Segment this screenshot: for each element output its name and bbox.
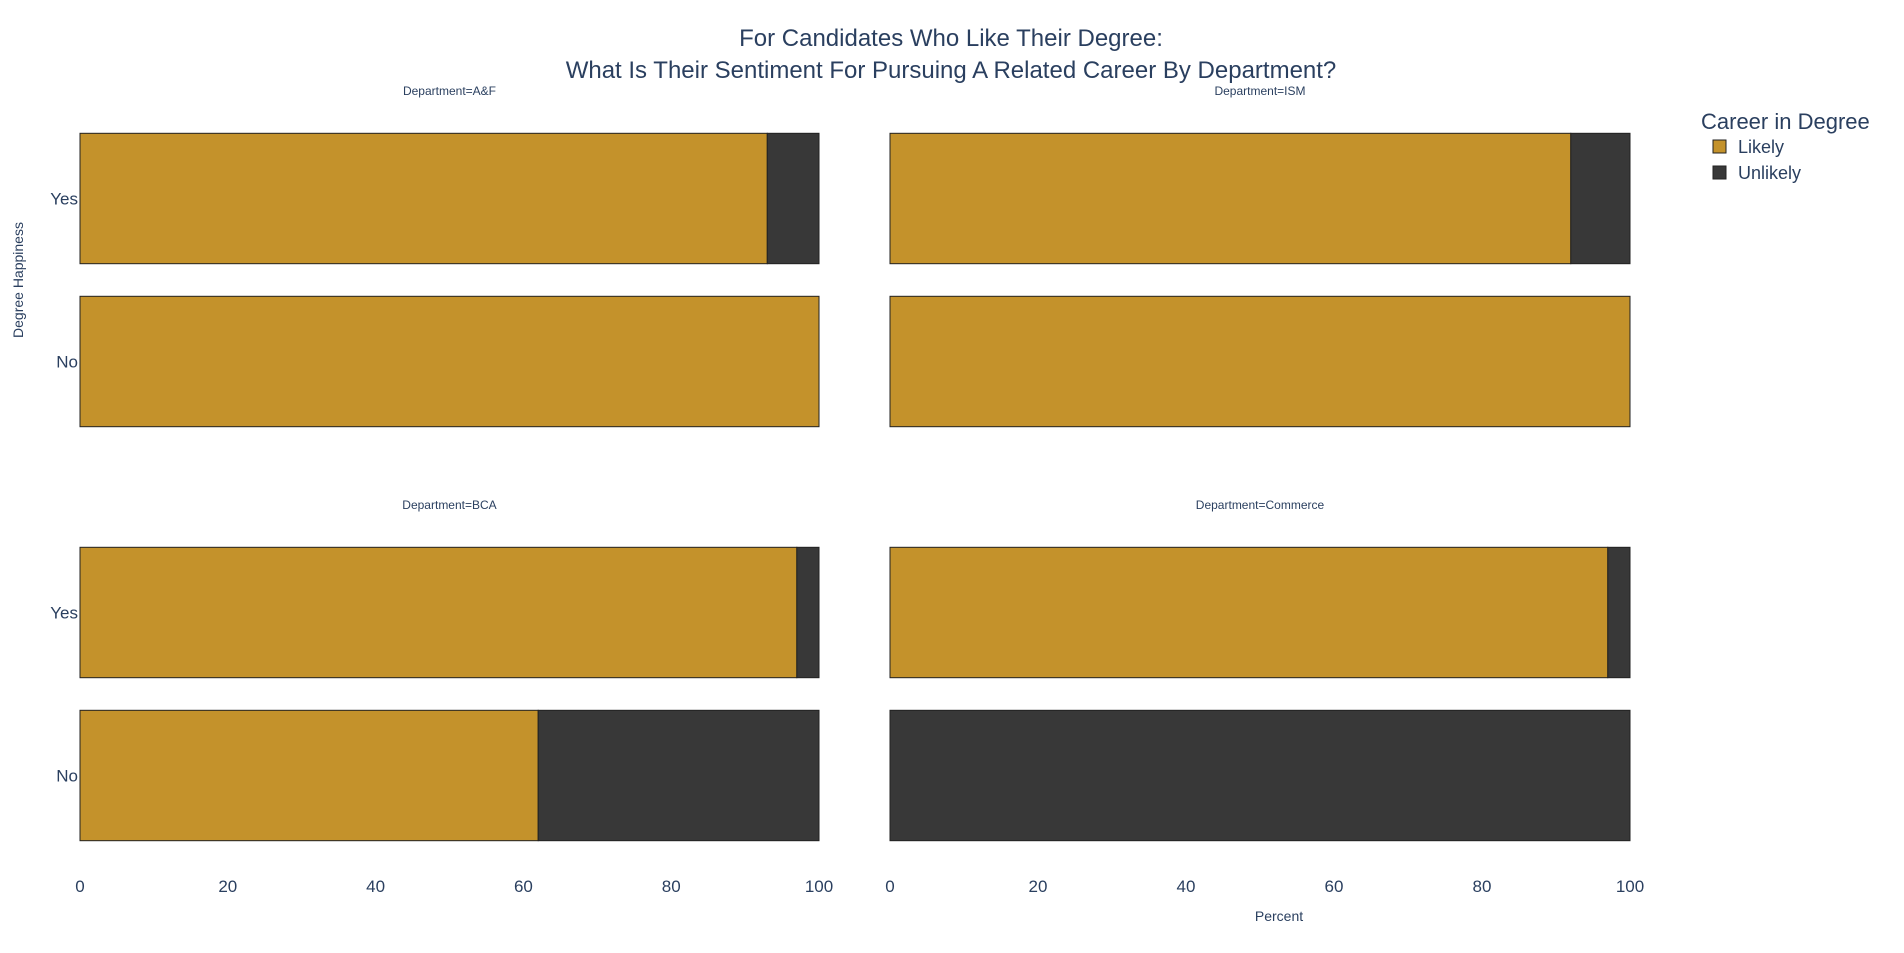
- bar-likely-yes[interactable]: [889, 132, 1572, 265]
- x-tick-label: 20: [1029, 877, 1048, 896]
- facet-title: Department=ISM: [1214, 84, 1305, 98]
- facet-title: Department=BCA: [402, 498, 496, 512]
- x-tick-label: 0: [885, 877, 894, 896]
- x-tick-label: 100: [1616, 877, 1644, 896]
- legend-label-unlikely[interactable]: Unlikely: [1738, 163, 1801, 183]
- x-tick-label: 0: [75, 877, 84, 896]
- x-axis-title: Percent: [1255, 908, 1303, 924]
- bar-unlikely-no[interactable]: [889, 709, 1631, 842]
- bar-likely-no[interactable]: [79, 709, 539, 842]
- x-tick-label: 20: [218, 877, 237, 896]
- legend-swatch-likely[interactable]: [1712, 139, 1727, 154]
- bar-likely-yes[interactable]: [79, 546, 798, 679]
- legend-label-likely[interactable]: Likely: [1738, 137, 1784, 157]
- x-tick-label: 80: [1473, 877, 1492, 896]
- chart-title-line-1: For Candidates Who Like Their Degree:: [739, 25, 1163, 52]
- y-tick-label: No: [56, 767, 78, 786]
- y-axis-title: Degree Happiness: [10, 222, 26, 338]
- legend-swatch-unlikely[interactable]: [1712, 165, 1727, 180]
- bar-unlikely-yes[interactable]: [1607, 546, 1631, 679]
- facet-department-bca: Department=BCA Yes No 0 20 40 60 80 100: [50, 498, 833, 896]
- bar-likely-yes[interactable]: [889, 546, 1609, 679]
- bar-likely-no[interactable]: [889, 295, 1631, 428]
- facet-title: Department=A&F: [403, 84, 496, 98]
- x-tick-label: 100: [805, 877, 833, 896]
- facet-department-ism: Department=ISM: [889, 84, 1631, 428]
- y-tick-label: Yes: [50, 604, 78, 623]
- facet-title: Department=Commerce: [1196, 498, 1325, 512]
- legend[interactable]: Career in Degree Likely Unlikely: [1701, 109, 1870, 183]
- facet-panels: Department=A&F Yes No Department=ISM Departm…: [50, 84, 1644, 896]
- bar-likely-no[interactable]: [79, 295, 820, 428]
- x-tick-label: 60: [514, 877, 533, 896]
- bar-unlikely-yes[interactable]: [766, 132, 820, 265]
- x-tick-label: 60: [1325, 877, 1344, 896]
- x-tick-label: 40: [366, 877, 385, 896]
- legend-title: Career in Degree: [1701, 109, 1870, 134]
- bar-unlikely-yes[interactable]: [1570, 132, 1631, 265]
- bar-unlikely-yes[interactable]: [796, 546, 820, 679]
- y-tick-label: Yes: [50, 190, 78, 209]
- x-tick-label: 40: [1177, 877, 1196, 896]
- bar-likely-yes[interactable]: [79, 132, 768, 265]
- chart-title-line-2: What Is Their Sentiment For Pursuing A R…: [566, 57, 1337, 84]
- y-tick-label: No: [56, 353, 78, 372]
- facet-department-commerce: Department=Commerce 0 20 40 60 80 100: [885, 498, 1644, 896]
- bar-unlikely-no[interactable]: [537, 709, 820, 842]
- x-tick-label: 80: [662, 877, 681, 896]
- facet-department-a-f: Department=A&F Yes No: [50, 84, 820, 428]
